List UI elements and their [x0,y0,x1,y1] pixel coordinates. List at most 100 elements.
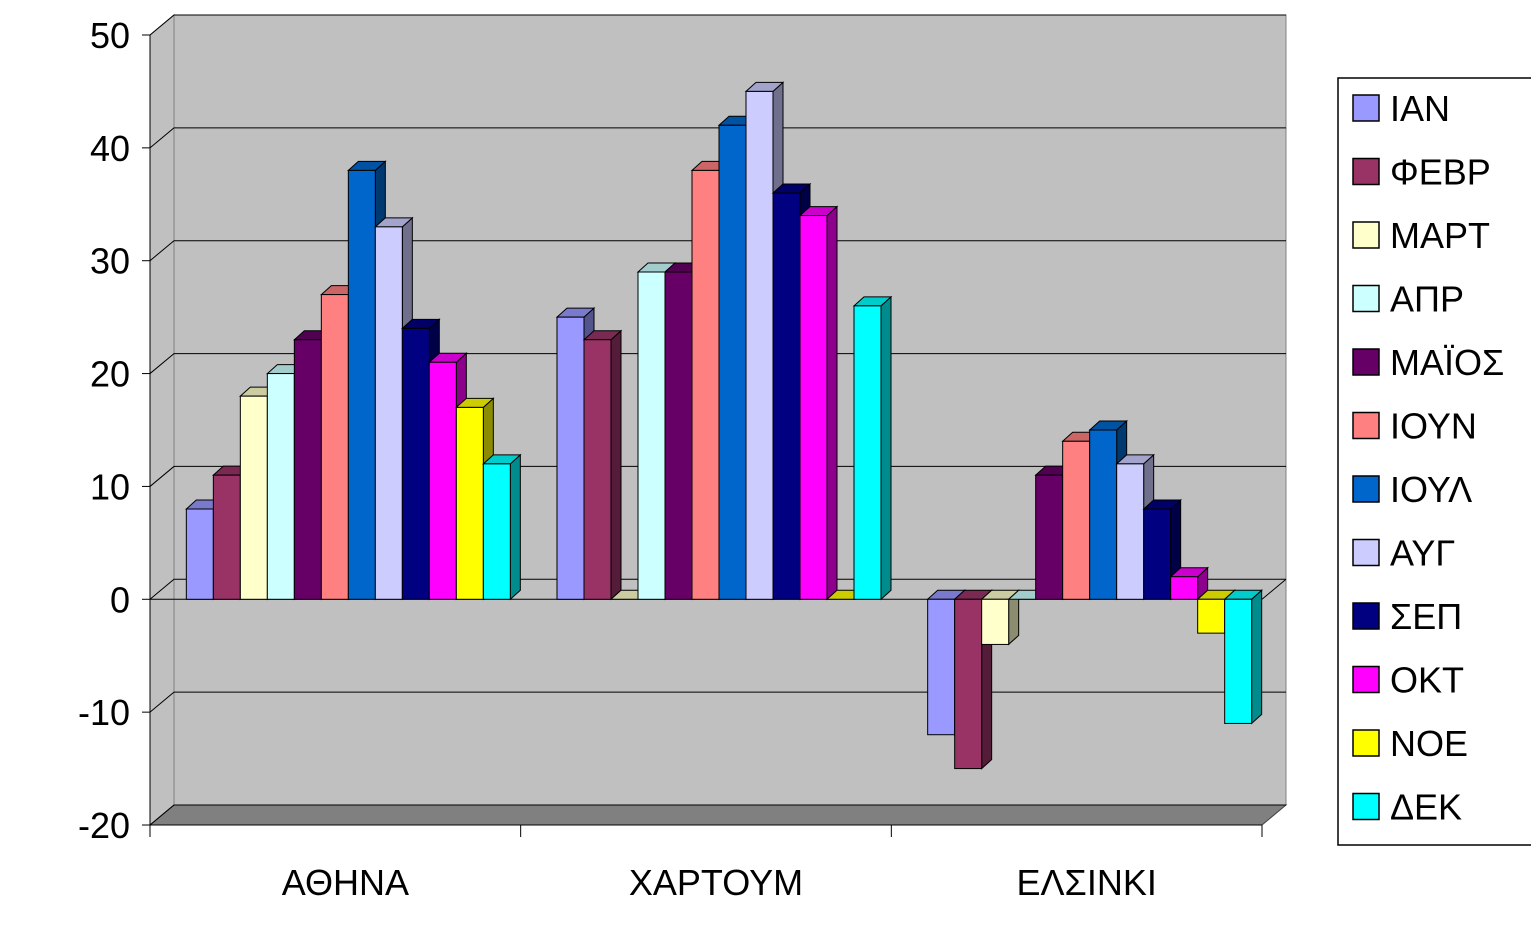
bar-front [266,373,295,600]
bar [852,295,893,601]
bar-front [1116,463,1145,600]
legend-label: ΑΠΡ [1390,279,1464,320]
side-wall [149,13,175,827]
legend-swatch [1352,729,1380,757]
bar [798,205,839,601]
bar-side [509,453,521,601]
legend-swatch [1352,602,1380,630]
legend-item: ΝΟΕ [1352,723,1468,764]
bar-front [799,215,828,600]
x-tick-label: ΕΛΣΙΝΚΙ [1017,862,1157,903]
y-tick-label: 50 [90,15,130,56]
gridline [149,353,1286,374]
bar-front [927,598,956,736]
legend-swatch [1352,221,1380,249]
bar-front [1035,474,1064,600]
bars [185,81,1263,770]
bar-side [880,295,892,601]
bar-front [637,271,666,600]
bar-front [664,271,693,600]
y-tick-label: 10 [90,466,130,507]
bar [1169,566,1209,601]
bar-front [347,169,376,600]
legend-label: ΑΥΓ [1390,533,1455,574]
bar-front [1089,429,1118,600]
bar [1223,589,1263,725]
legend-item: ΦΕΒΡ [1352,152,1491,193]
legend-swatch [1352,94,1380,122]
bar-front [556,316,585,600]
bar-front [1170,576,1199,600]
legend-label: ΔΕΚ [1390,787,1462,828]
legend-swatch [1352,284,1380,313]
bar-front [239,395,268,600]
bar-front [185,508,214,600]
legend-item: ΙΟΥΛ [1352,469,1472,510]
legend-item: ΜΑΪΟΣ [1352,342,1504,383]
bar-front [691,169,720,600]
x-tick-label: ΑΘΗΝΑ [282,862,409,903]
bar-front [293,339,322,600]
bar-front [981,598,1010,645]
y-tick-label: 30 [90,241,130,282]
bar [1115,453,1155,601]
bar-front [482,463,511,600]
legend-swatch [1352,475,1380,503]
bar-front [1143,508,1172,600]
legend-box [1337,77,1531,846]
bar-front [428,361,457,600]
bar-front [745,90,774,600]
legend-swatch [1352,665,1380,694]
bar-front [1197,598,1226,634]
legend: ΙΑΝ ΦΕΒΡ ΜΑΡΤ ΑΠΡ ΜΑΪΟΣ ΙΟΥΝ ΙΟΥΛ ΑΥΓ ΣΕΠ ΟΚΤ ΝΟΕ Δ… [1337,77,1531,846]
legend-item: ΑΥΓ [1352,533,1455,574]
bar-front [772,192,801,600]
bar-side [610,329,622,601]
legend-label: ΙΑΝ [1390,88,1450,129]
legend-item: ΣΕΠ [1352,596,1462,637]
legend-label: ΝΟΕ [1390,723,1468,764]
gridline [149,465,1286,487]
legend-label: ΙΟΥΛ [1390,469,1472,510]
y-tick-label: -20 [78,805,130,846]
bar-front [212,474,241,600]
legend-item: ΔΕΚ [1352,787,1462,828]
legend-swatch [1352,792,1380,821]
bar [582,329,623,601]
bar-front [853,305,882,600]
bar-front [374,226,403,600]
bar-side [1251,589,1263,725]
bar-front [401,327,430,600]
legend-label: ΙΟΥΝ [1390,406,1477,447]
bar-front [320,294,349,600]
bar-front [1062,440,1091,600]
bar [980,589,1020,646]
axes: 50 40 30 20 10 0 -10 -20 ΑΘΗΝΑ ΧΑΡΤΟΥΜ ΕΛΣΙΝΚΙ [78,15,1263,903]
y-tick-label: -10 [78,692,130,733]
legend-label: ΜΑΡΤ [1390,215,1490,256]
gridline [149,240,1286,262]
legend-swatch [1352,411,1380,440]
legend-swatch [1352,157,1380,186]
legend-label: ΣΕΠ [1390,596,1462,637]
bar-front [718,124,747,600]
bar [212,465,252,601]
gridline [149,691,1286,713]
legend-label: ΜΑΪΟΣ [1390,342,1504,383]
legend-label: ΦΕΒΡ [1390,152,1491,193]
gridline [149,14,1286,36]
legend-item: ΜΑΡΤ [1352,215,1490,256]
bar-front [583,339,612,600]
legend-item: ΙΟΥΝ [1352,406,1477,447]
bar-side [826,205,838,601]
y-tick-label: 20 [90,354,130,395]
legend-label: ΟΚΤ [1390,660,1464,701]
y-tick-label: 0 [110,579,130,620]
legend-item: ΑΠΡ [1352,279,1464,320]
x-tick-label: ΧΑΡΤΟΥΜ [629,862,803,903]
bar-front [954,598,983,770]
gridline [149,127,1286,149]
gridline [149,804,1286,826]
